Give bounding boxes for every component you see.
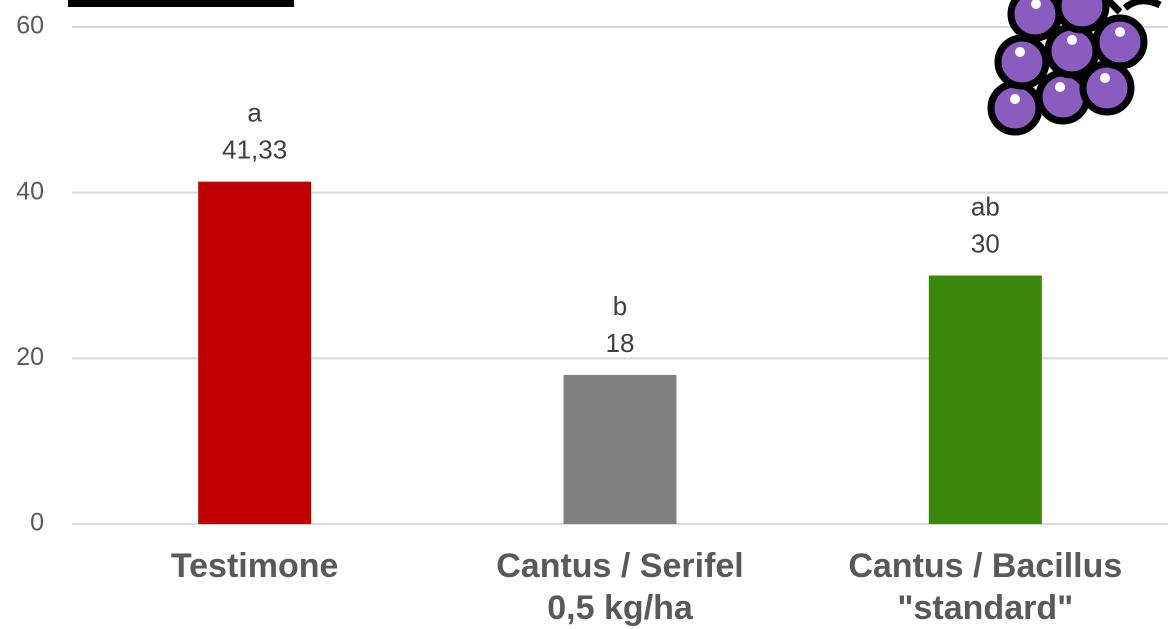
x-tick-label: Testimone [171,547,339,585]
x-tick-label: Cantus / Serifel [496,547,744,585]
value-label: 30 [971,228,1000,258]
bar [563,374,677,524]
x-tick-label: Cantus / Bacillus [848,547,1122,585]
y-tick-label: 60 [16,12,44,40]
value-label: 18 [606,328,635,358]
significance-letter: a [247,98,262,128]
x-tick-label: "standard" [897,589,1073,627]
y-tick-label: 40 [16,177,44,205]
bar [198,181,312,524]
x-tick-label: 0,5 kg/ha [547,589,694,627]
significance-letter: ab [971,191,1000,221]
grape-icon [987,0,1162,136]
bar [928,275,1042,524]
redacted-box [68,0,294,7]
value-label: 41,33 [222,135,287,165]
significance-letter: b [613,291,627,321]
y-tick-label: 20 [16,343,44,371]
y-tick-label: 0 [30,509,44,537]
